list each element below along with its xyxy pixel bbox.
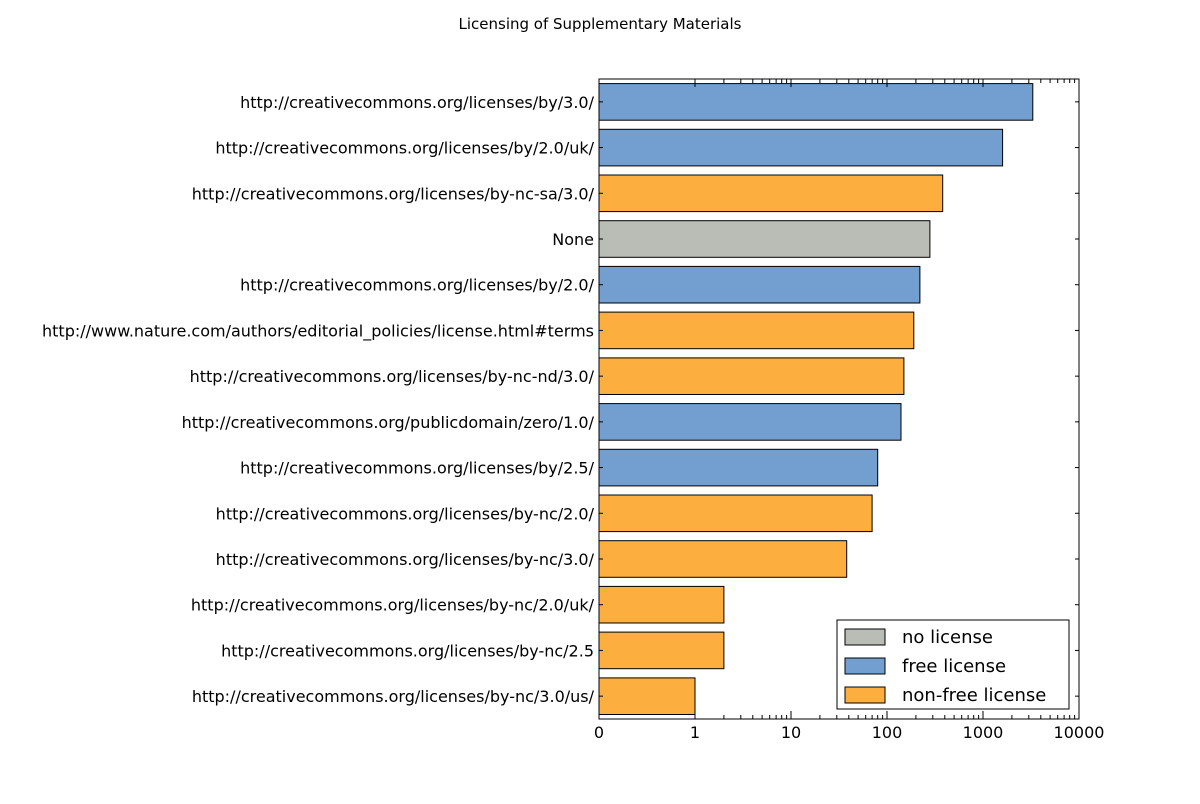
- bar: [598, 585, 725, 624]
- x-tick-label: 100: [872, 723, 903, 742]
- legend-label: no license: [902, 627, 993, 648]
- bars: [598, 83, 1079, 716]
- bar: [598, 265, 921, 304]
- category-label: http://creativecommons.org/licenses/by/2…: [240, 276, 595, 295]
- category-label: http://creativecommons.org/publicdomain/…: [182, 413, 595, 432]
- bar: [598, 540, 848, 578]
- legend-swatch: [844, 628, 886, 646]
- chart-title: Licensing of Supplementary Materials: [459, 15, 742, 33]
- category-label: None: [552, 230, 594, 249]
- x-tick-label: 0: [594, 723, 604, 742]
- bar: [598, 403, 902, 441]
- category-label: http://creativecommons.org/licenses/by/2…: [215, 139, 594, 158]
- bar: [598, 83, 1034, 121]
- legend: no license free license non-free license: [836, 619, 1070, 710]
- bar: [598, 220, 931, 258]
- legend-label: non-free license: [902, 685, 1046, 706]
- legend-swatch: [844, 657, 886, 675]
- x-tick-label: 10: [781, 723, 801, 742]
- bar: [598, 311, 915, 350]
- bar: [598, 448, 879, 487]
- legend-label: free license: [902, 656, 1006, 677]
- x-tick-label: 1000: [963, 723, 1004, 742]
- bar: [598, 494, 873, 533]
- category-label: http://creativecommons.org/licenses/by-n…: [216, 550, 595, 569]
- category-label: http://creativecommons.org/licenses/by-n…: [191, 596, 595, 615]
- category-label: http://www.nature.com/authors/editorial_…: [42, 321, 594, 341]
- x-tick-label: 10000: [1054, 723, 1105, 742]
- bar: [598, 677, 696, 716]
- category-label: http://creativecommons.org/licenses/by-n…: [216, 504, 595, 523]
- category-label: http://creativecommons.org/licenses/by-n…: [190, 367, 595, 386]
- category-label: http://creativecommons.org/licenses/by/2…: [240, 459, 595, 478]
- bar: [598, 174, 944, 213]
- bar: [598, 357, 905, 395]
- legend-swatch: [844, 686, 886, 704]
- category-label: http://creativecommons.org/licenses/by-n…: [221, 641, 594, 660]
- plot-frame: [598, 78, 1080, 720]
- x-axis-ticks: 0 1 10 100 1000 10000: [594, 79, 1105, 742]
- category-label: http://creativecommons.org/licenses/by-n…: [192, 687, 595, 706]
- category-label: http://creativecommons.org/licenses/by/3…: [240, 93, 595, 112]
- bar: [598, 128, 1004, 167]
- bar: [598, 631, 725, 670]
- category-labels: http://creativecommons.org/licenses/by/3…: [42, 93, 595, 706]
- x-tick-label: 1: [690, 723, 700, 742]
- category-label: http://creativecommons.org/licenses/by-n…: [192, 184, 595, 203]
